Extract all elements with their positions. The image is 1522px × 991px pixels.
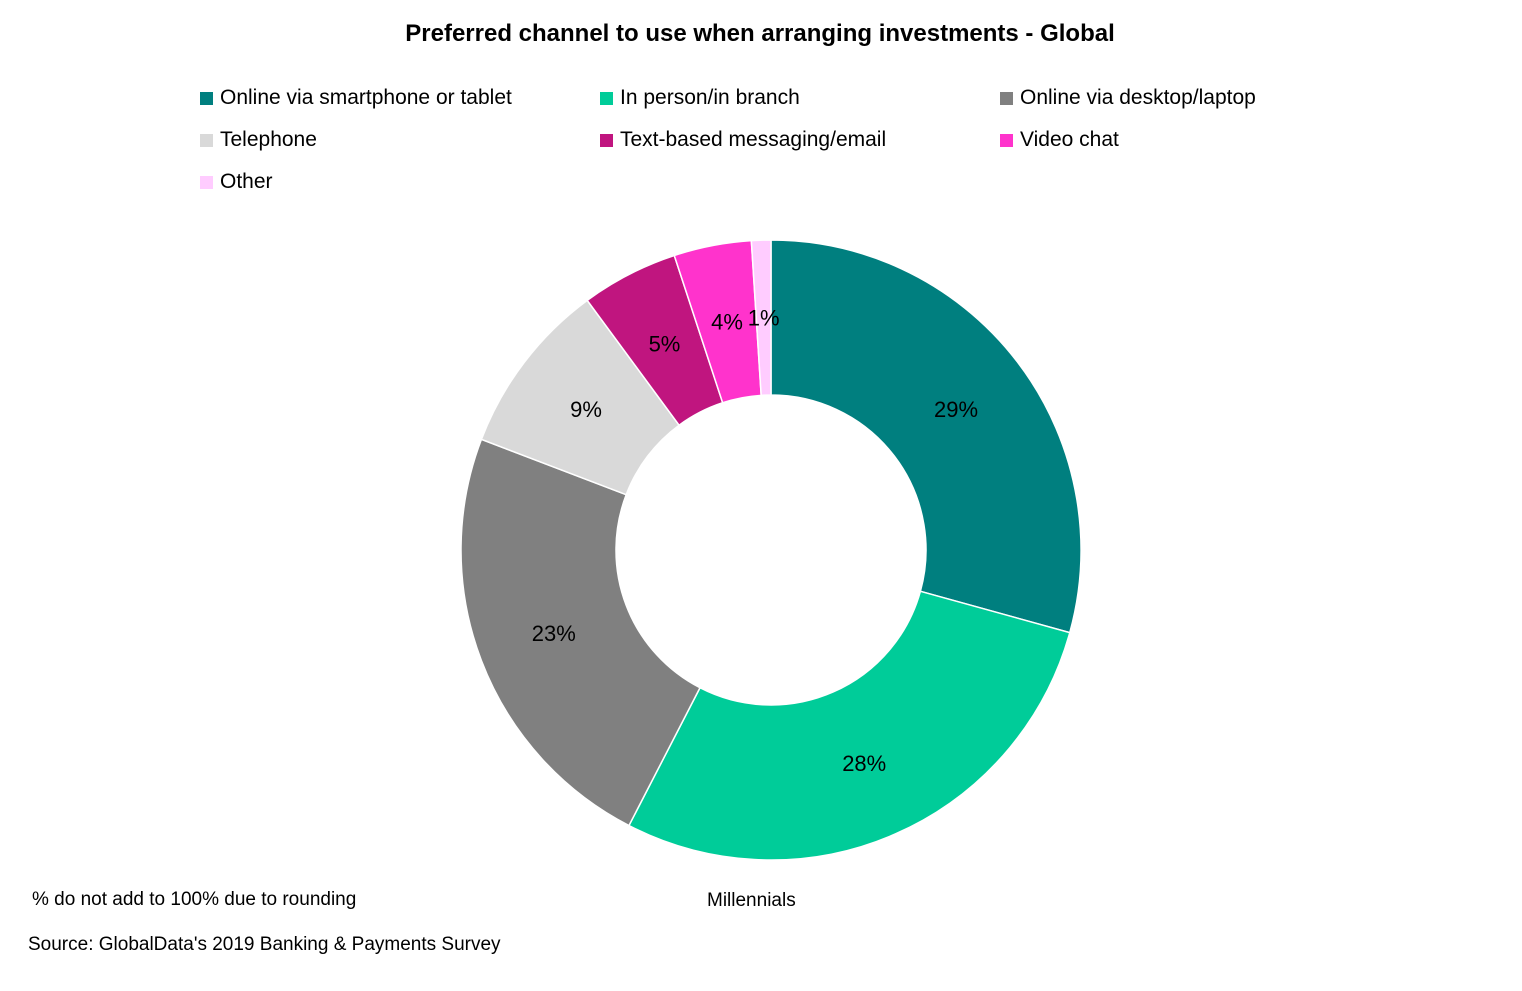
legend-label: In person/in branch (620, 86, 800, 109)
legend-swatch (200, 175, 213, 189)
data-label: 1% (748, 306, 780, 331)
donut-slice (770, 239, 1082, 634)
legend-swatch (1000, 133, 1013, 147)
chart-title: Preferred channel to use when arranging … (405, 20, 1115, 47)
donut-slice (460, 438, 701, 827)
legend-label: Video chat (1020, 128, 1119, 151)
footnote: % do not add to 100% due to rounding (32, 889, 357, 910)
legend-label: Other (220, 170, 273, 193)
legend-label: Online via desktop/laptop (1020, 86, 1256, 109)
legend-item: Online via smartphone or tablet (200, 86, 512, 110)
legend-item: Online via desktop/laptop (1000, 86, 1256, 110)
legend-label: Online via smartphone or tablet (220, 86, 512, 109)
data-label: 28% (842, 751, 886, 776)
legend-item: In person/in branch (600, 86, 800, 110)
legend-label: Text-based messaging/email (620, 128, 887, 151)
data-label: 29% (934, 397, 978, 422)
data-label: 4% (711, 310, 743, 335)
legend-swatch (600, 133, 613, 147)
legend-swatch (600, 91, 613, 105)
legend-item: Other (200, 170, 273, 194)
source-note: Source: GlobalData's 2019 Banking & Paym… (28, 934, 501, 955)
data-label: 5% (649, 331, 681, 356)
legend-swatch (200, 91, 213, 105)
legend-item: Text-based messaging/email (600, 128, 886, 152)
series-label: Millennials (707, 890, 796, 911)
legend-item: Video chat (1000, 128, 1119, 152)
legend-item: Telephone (200, 128, 317, 152)
legend-label: Telephone (220, 128, 317, 151)
data-label: 9% (570, 397, 602, 422)
data-label: 23% (532, 621, 576, 646)
legend-swatch (200, 133, 213, 147)
legend-swatch (1000, 91, 1013, 105)
donut-slice (627, 590, 1071, 861)
donut-slice (750, 239, 772, 397)
